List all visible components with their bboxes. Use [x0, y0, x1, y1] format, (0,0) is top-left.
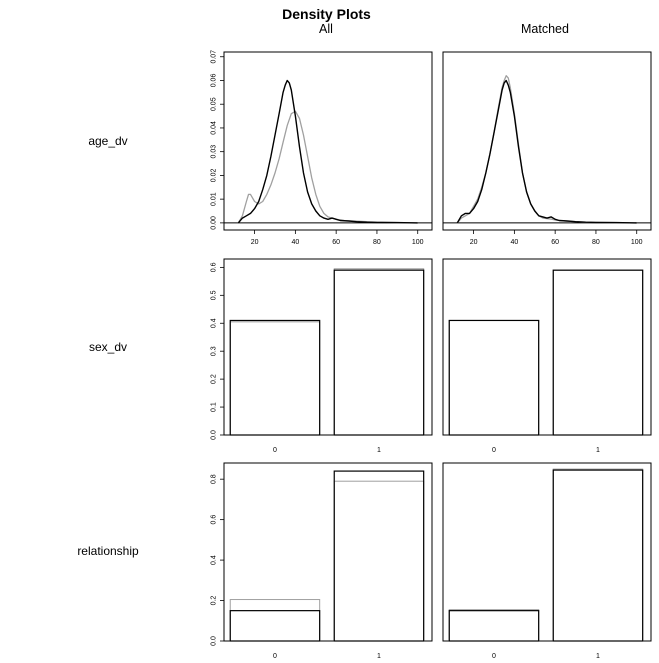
panel-sex-dv-all: 0.0 0.1 0.2 0.3 0.4 0.5 0.6 0 1	[211, 258, 433, 454]
y-tick-label: 0.02	[211, 168, 218, 182]
x-category-label: 1	[377, 653, 381, 660]
y-tick-label: 0.04	[211, 121, 218, 135]
control-bar	[448, 319, 540, 436]
control-bar	[552, 468, 644, 642]
panel-frame	[223, 258, 433, 436]
y-tick-label: 0.6	[211, 262, 218, 272]
x-category-label: 0	[492, 653, 496, 660]
x-tick-label: 20	[470, 239, 478, 246]
treated-bar	[333, 269, 425, 436]
y-tick-label: 0.05	[211, 97, 218, 111]
panel-relationship-all: 0.0 0.2 0.4 0.6 0.8 0 1	[211, 462, 433, 660]
y-tick-label: 0.5	[211, 290, 218, 300]
x-tick-label: 20	[251, 239, 259, 246]
row-label-age-dv: age_dv	[88, 134, 128, 148]
treated-bar	[448, 610, 540, 642]
x-category-label: 0	[492, 447, 496, 454]
y-tick-label: 0.0	[211, 430, 218, 440]
column-title-matched: Matched	[521, 22, 569, 36]
x-tick-label: 100	[412, 239, 424, 246]
control-bar	[229, 599, 321, 642]
y-tick-label: 0.2	[211, 374, 218, 384]
y-tick-label: 0.07	[211, 50, 218, 64]
control-bar	[333, 480, 425, 642]
control-bar	[552, 269, 644, 436]
column-title-all: All	[319, 22, 333, 36]
x-category-label: 1	[596, 447, 600, 454]
control-density-line	[237, 110, 418, 224]
x-tick-label: 100	[631, 239, 643, 246]
y-tick-label: 0.6	[211, 515, 218, 525]
x-category-label: 1	[596, 653, 600, 660]
x-tick-label: 40	[510, 239, 518, 246]
x-tick-label: 80	[373, 239, 381, 246]
treated-density-line	[456, 79, 637, 224]
y-tick-label: 0.1	[211, 402, 218, 412]
row-label-sex-dv: sex_dv	[88, 340, 128, 354]
panel-age-dv-matched: 20 40 60 80 100	[442, 51, 652, 246]
x-category-label: 0	[273, 653, 277, 660]
figure-title: Density Plots	[282, 6, 371, 22]
y-tick-label: 0.06	[211, 74, 218, 88]
y-tick-label: 0.4	[211, 318, 218, 328]
control-bar	[333, 268, 425, 436]
panel-frame	[442, 462, 652, 642]
control-bar	[229, 321, 321, 436]
control-bar	[448, 609, 540, 642]
panel-frame	[223, 462, 433, 642]
x-tick-label: 60	[332, 239, 340, 246]
x-tick-label: 40	[291, 239, 299, 246]
treated-bar	[229, 319, 321, 436]
panel-age-dv-all: 0.00 0.01 0.02 0.03 0.04 0.05 0.06 0.07 20 40 60 80…	[211, 50, 433, 246]
x-category-label: 1	[377, 447, 381, 454]
y-tick-label: 0.2	[211, 596, 218, 606]
panel-frame	[442, 258, 652, 436]
y-tick-label: 0.8	[211, 474, 218, 484]
y-tick-label: 0.3	[211, 346, 218, 356]
control-density-line	[456, 75, 637, 224]
treated-bar	[552, 469, 644, 642]
treated-bar	[552, 269, 644, 436]
y-tick-label: 0.01	[211, 192, 218, 206]
x-tick-label: 60	[551, 239, 559, 246]
treated-density-line	[237, 79, 418, 224]
treated-bar	[448, 319, 540, 436]
y-tick-label: 0.0	[211, 636, 218, 646]
y-tick-label: 0.00	[211, 216, 218, 230]
treated-bar	[333, 470, 425, 642]
treated-bar	[229, 610, 321, 642]
x-tick-label: 80	[592, 239, 600, 246]
panel-frame	[223, 51, 433, 231]
x-category-label: 0	[273, 447, 277, 454]
y-tick-label: 0.4	[211, 555, 218, 565]
row-label-relationship: relationship	[77, 544, 139, 558]
panel-frame	[442, 51, 652, 231]
y-tick-label: 0.03	[211, 145, 218, 159]
